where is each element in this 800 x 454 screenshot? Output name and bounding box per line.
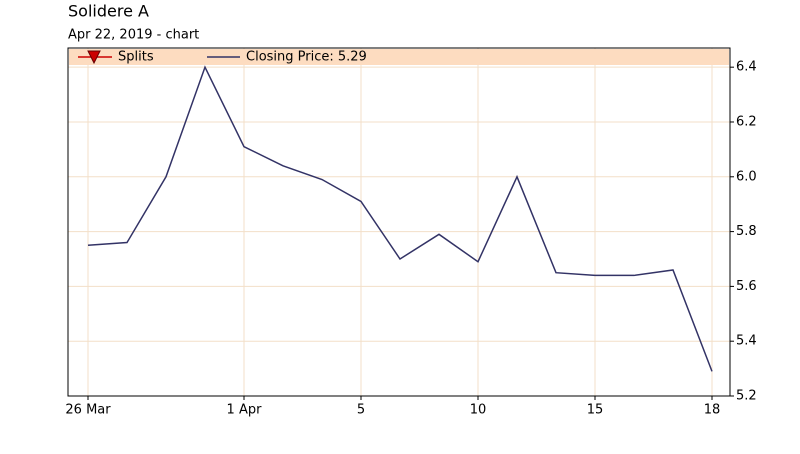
chart-subtitle: Apr 22, 2019 - chart <box>68 28 199 43</box>
y-tick-label: 6.0 <box>736 169 757 184</box>
x-tick-label: 10 <box>470 403 487 418</box>
price-line <box>87 65 713 372</box>
legend-bar <box>69 49 729 65</box>
x-tick-label: 18 <box>704 403 721 418</box>
legend-split-icon <box>87 50 101 65</box>
legend-label: Closing Price: 5.29 <box>246 50 367 65</box>
legend-label: Splits <box>118 50 154 65</box>
y-tick-label: 6.4 <box>736 60 757 75</box>
plot-frame <box>67 47 731 397</box>
x-tick-label: 26 Mar <box>65 403 111 418</box>
y-tick-label: 6.2 <box>736 114 757 129</box>
x-tick-label: 15 <box>587 403 604 418</box>
y-tick-label: 5.8 <box>736 224 757 239</box>
x-tick-label: 5 <box>357 403 365 418</box>
x-tick-label: 1 Apr <box>227 403 263 418</box>
y-tick-label: 5.4 <box>736 334 757 349</box>
y-tick-label: 5.2 <box>736 389 757 404</box>
chart-title: Solidere A <box>68 2 149 21</box>
y-tick-label: 5.6 <box>736 279 757 294</box>
